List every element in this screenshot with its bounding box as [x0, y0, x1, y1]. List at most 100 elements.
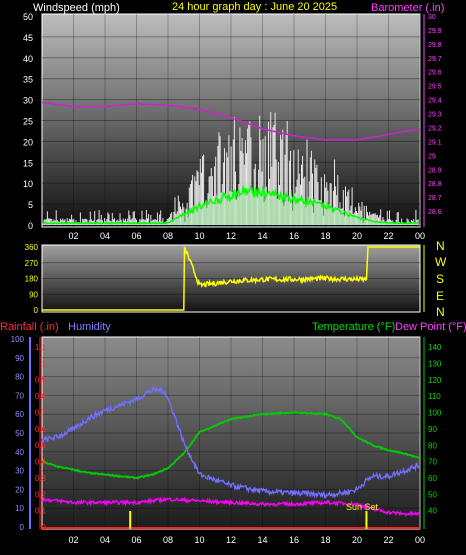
wind-y-tick: 15 — [23, 158, 33, 168]
climate-x-tick: 22 — [383, 535, 393, 545]
dir-y-tick: 90 — [29, 290, 38, 299]
compass-w: W — [435, 255, 447, 269]
temp-y-tick: 120 — [428, 376, 442, 385]
baro-y-tick: 30 — [428, 14, 436, 21]
wind-x-tick: 02 — [68, 231, 78, 241]
humidity-y-tick: 30 — [15, 467, 24, 476]
baro-y-tick: 29.9 — [428, 28, 442, 35]
temperature-axis-label: Temperature (°F) — [312, 321, 395, 333]
wind-y-tick: 35 — [23, 75, 33, 85]
windspeed-axis-label: Windspeed (mph) — [33, 2, 120, 14]
climate-x-tick: 08 — [163, 535, 173, 545]
temp-y-tick: 60 — [428, 474, 437, 483]
sunset-label: Sun Set — [346, 502, 379, 512]
temp-y-tick: 50 — [428, 490, 437, 499]
dewpoint-line — [41, 496, 421, 517]
rain-y-tick: 0 — [42, 523, 47, 532]
temp-y-tick: 80 — [428, 441, 437, 450]
temp-y-tick: 130 — [428, 360, 442, 369]
wind-y-tick: 20 — [23, 137, 33, 147]
wind-x-tick: 18 — [320, 231, 330, 241]
rain-y-tick: 1.1 — [35, 343, 47, 352]
baro-y-tick: 29 — [428, 153, 436, 160]
rain-y-tick: 1 — [42, 359, 47, 368]
climate-x-tick: 20 — [352, 535, 362, 545]
dir-y-tick: 0 — [34, 306, 39, 315]
baro-y-tick: 29.1 — [428, 139, 442, 146]
wind-low-area — [42, 181, 420, 225]
humidity-y-tick: 100 — [11, 335, 25, 344]
wind-x-tick: 22 — [383, 231, 393, 241]
dir-y-tick: 180 — [25, 275, 39, 284]
climate-x-tick: 10 — [194, 535, 204, 545]
temp-y-tick: 90 — [428, 425, 437, 434]
dir-y-tick: 270 — [25, 259, 39, 268]
rain-y-tick: 0.9 — [35, 376, 47, 385]
baro-y-tick: 29.7 — [428, 56, 442, 63]
climate-x-tick: 00 — [415, 535, 425, 545]
compass-s: S — [436, 272, 444, 286]
wind-y-tick: 25 — [23, 117, 33, 127]
wind-x-tick: 06 — [131, 231, 141, 241]
wind-y-tick: 0 — [28, 221, 33, 231]
rain-y-tick: 0.4 — [35, 458, 47, 467]
baro-y-tick: 29.5 — [428, 84, 442, 91]
wind-x-tick: 16 — [289, 231, 299, 241]
wind-y-tick: 10 — [23, 179, 33, 189]
climate-x-tick: 12 — [226, 535, 236, 545]
baro-y-tick: 29.2 — [428, 125, 442, 132]
climate-panel-bg — [41, 336, 421, 530]
rain-y-tick: 0.6 — [35, 425, 47, 434]
rainfall-axis-label: Rainfall (.in) — [0, 321, 59, 333]
wind-y-tick: 40 — [23, 54, 33, 64]
rain-y-tick: 0.1 — [35, 507, 47, 516]
humidity-axis-label: Humidity — [68, 321, 111, 333]
humidity-y-tick: 70 — [15, 391, 24, 400]
baro-y-tick: 29.8 — [428, 42, 442, 49]
climate-x-tick: 06 — [131, 535, 141, 545]
wind-y-tick: 50 — [23, 12, 33, 22]
barometer-line — [41, 101, 421, 141]
wind-average-line — [42, 184, 419, 225]
wind-x-tick: 08 — [163, 231, 173, 241]
wind-x-tick: 12 — [226, 231, 236, 241]
humidity-y-tick: 90 — [15, 354, 24, 363]
humidity-y-tick: 20 — [15, 485, 24, 494]
climate-x-tick: 14 — [257, 535, 267, 545]
compass-e: E — [436, 289, 444, 303]
wind-x-tick: 14 — [257, 231, 267, 241]
rain-y-tick: 0.7 — [35, 408, 47, 417]
wind-direction-line — [42, 246, 420, 311]
baro-y-tick: 28.8 — [428, 181, 442, 188]
compass-n-bottom: N — [436, 305, 445, 319]
rain-y-tick: 0.5 — [35, 441, 47, 450]
wind-x-tick: 04 — [100, 231, 110, 241]
climate-x-tick: 16 — [289, 535, 299, 545]
baro-y-tick: 28.9 — [428, 167, 442, 174]
temp-y-tick: 100 — [428, 409, 442, 418]
barometer-axis-label: Barometer (.in) — [371, 2, 444, 14]
temp-y-tick: 40 — [428, 507, 437, 516]
dir-y-tick: 360 — [25, 243, 39, 252]
humidity-line — [41, 385, 421, 499]
climate-x-tick: 04 — [100, 535, 110, 545]
baro-y-tick: 29.3 — [428, 112, 442, 119]
humidity-y-tick: 80 — [15, 373, 24, 382]
climate-x-tick: 02 — [68, 535, 78, 545]
baro-y-tick: 28.6 — [428, 209, 442, 216]
wind-x-tick: 10 — [194, 231, 204, 241]
wind-x-tick: 20 — [352, 231, 362, 241]
wind-y-tick: 5 — [28, 200, 33, 210]
baro-y-tick: 29.4 — [428, 98, 442, 105]
humidity-y-tick: 60 — [15, 410, 24, 419]
dewpoint-axis-label: Dew Point (°F) — [395, 321, 466, 333]
wind-y-tick: 30 — [23, 96, 33, 106]
compass-n-top: N — [436, 239, 445, 253]
temp-y-tick: 140 — [428, 343, 442, 352]
baro-y-tick: 28.7 — [428, 195, 442, 202]
humidity-y-tick: 10 — [15, 504, 24, 513]
temperature-line — [41, 410, 421, 480]
rain-y-tick: 0.8 — [35, 392, 47, 401]
